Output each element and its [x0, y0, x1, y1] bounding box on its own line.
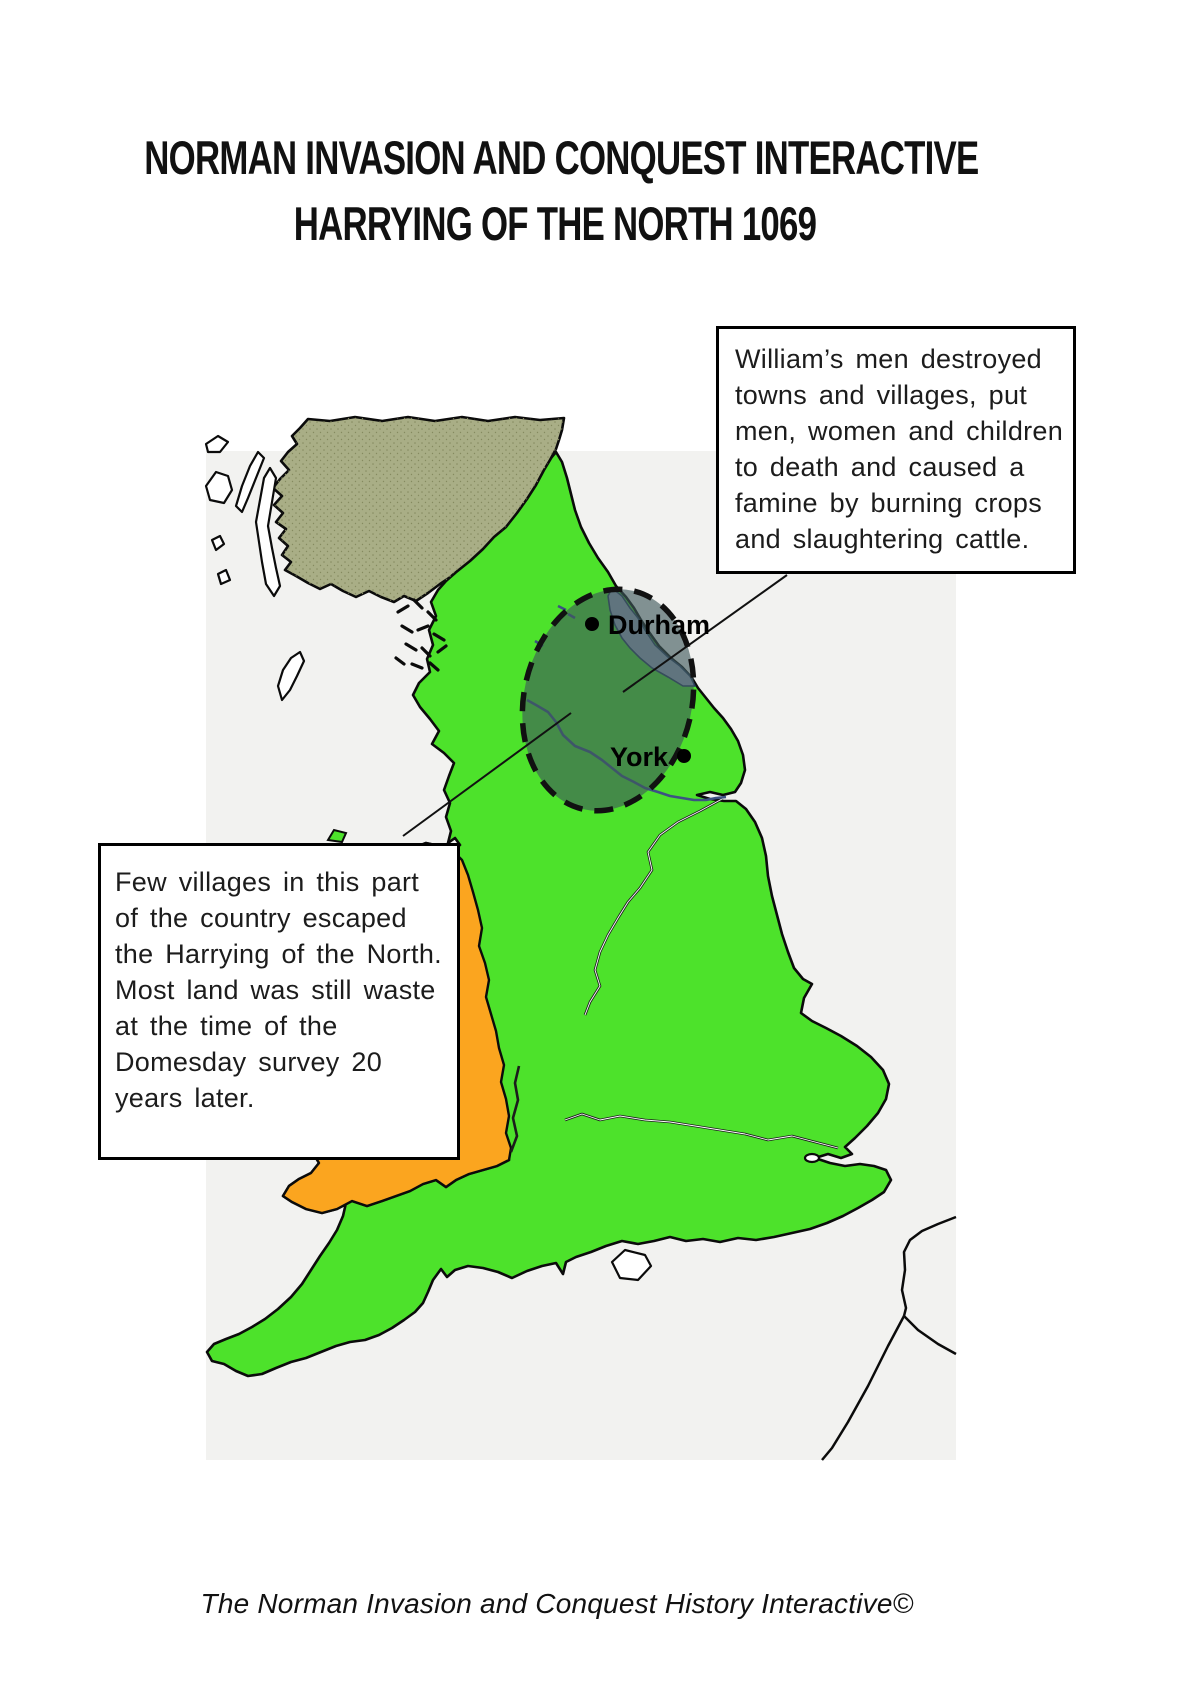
page-subtitle: HARRYING OF THE NORTH 1069	[293, 197, 817, 250]
callout-text-line: men, women and children	[735, 416, 1064, 446]
callout-text-line: Few villages in this part	[115, 867, 420, 897]
callout-text-line: years later.	[115, 1083, 255, 1113]
callout-text-line: towns and villages, put	[735, 380, 1028, 410]
callout-text-line: to death and caused a	[735, 452, 1025, 482]
leader-line-few-villages	[402, 712, 572, 837]
rivers-casing	[564, 798, 839, 1149]
callout-text-line: of the country escaped	[115, 903, 407, 933]
durham-label: Durham	[608, 610, 710, 640]
callout-few-villages: Few villages in this part of the country…	[98, 843, 460, 1160]
leader-line-william	[622, 574, 788, 693]
island-small-3	[204, 434, 230, 454]
durham-marker	[585, 617, 599, 631]
callout-william-men: William’s men destroyed towns and villag…	[716, 326, 1076, 574]
islands	[204, 434, 821, 1282]
page-title: NORMAN INVASION AND CONQUEST INTERACTIVE	[144, 131, 979, 184]
york-label: York	[610, 742, 669, 772]
isle-of-man	[276, 650, 306, 702]
harried-area-ellipse	[519, 586, 697, 814]
island-anglesey	[326, 828, 348, 844]
island-small-1	[210, 534, 226, 552]
callout-text-line: Domesday survey 20	[115, 1047, 383, 1077]
footer-credit: The Norman Invasion and Conquest History…	[200, 1588, 914, 1619]
callout-text-line: William’s men destroyed	[735, 344, 1042, 374]
scotland-region	[271, 415, 566, 604]
kintyre-peninsula	[254, 466, 282, 598]
island-islay	[204, 470, 234, 505]
isle-of-wight	[610, 1248, 653, 1282]
callout-text-line: famine by burning crops	[735, 488, 1043, 518]
lake-district-lakes	[394, 598, 448, 672]
york-marker	[677, 749, 691, 763]
callout-text-line: Most land was still waste	[115, 975, 436, 1005]
callout-text-line: at the time of the	[115, 1011, 338, 1041]
french-coastline	[821, 1215, 957, 1461]
callout-text-line: and slaughtering cattle.	[735, 524, 1030, 554]
island-jura	[234, 450, 266, 514]
river-severn	[509, 1065, 521, 1153]
island-sheppey	[803, 1152, 821, 1164]
island-small-2	[216, 568, 232, 586]
callout-text-line: the Harrying of the North.	[115, 939, 442, 969]
